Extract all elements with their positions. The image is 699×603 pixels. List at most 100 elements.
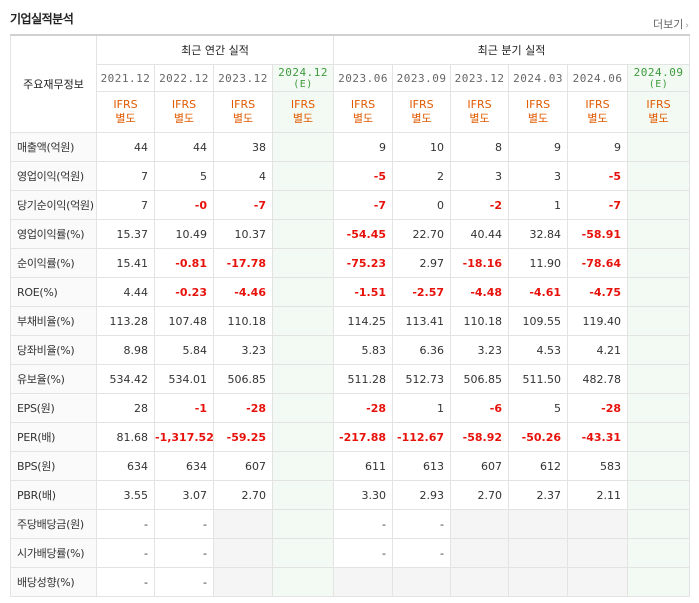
- value-cell: 9: [567, 132, 629, 162]
- value-cell: 10.49: [154, 219, 214, 249]
- ifrs-label: IFRS 별도: [333, 91, 394, 133]
- period-header: 2023.06: [333, 64, 394, 92]
- ifrs-label: IFRS 별도: [567, 91, 629, 133]
- value-cell: -: [392, 509, 452, 539]
- value-cell: 506.85: [450, 364, 510, 394]
- value-cell: 5.84: [154, 335, 214, 365]
- value-cell: [567, 538, 629, 568]
- corner-header: 주요재무정보: [10, 34, 97, 133]
- table-row: BPS(원) 634 634 607 611 613 607 612 583: [10, 451, 691, 481]
- value-cell: -4.48: [450, 277, 510, 307]
- ifrs-scope: 별도: [292, 112, 314, 125]
- value-cell: 8: [450, 132, 510, 162]
- value-cell: -: [96, 567, 155, 597]
- ifrs-scope: 별도: [411, 112, 432, 125]
- value-cell: [271, 219, 335, 249]
- ifrs-standard: IFRS: [409, 98, 434, 111]
- value-cell: -0.23: [154, 277, 214, 307]
- period-header: 2024.06: [567, 64, 629, 92]
- value-cell: 4.53: [508, 335, 569, 365]
- value-cell: 11.90: [508, 248, 569, 278]
- value-cell: 534.01: [154, 364, 214, 394]
- value-cell: 5.83: [333, 335, 394, 365]
- value-cell: -4.75: [567, 277, 629, 307]
- value-cell: [627, 538, 691, 568]
- value-cell: [271, 161, 335, 191]
- quarter-group-header: 최근 분기 실적: [333, 34, 691, 65]
- value-cell: -: [96, 509, 155, 539]
- value-cell: 634: [96, 451, 155, 481]
- value-cell: [271, 567, 335, 597]
- value-cell: -5: [567, 161, 629, 191]
- value-cell: [450, 538, 510, 568]
- row-label: EPS(원): [10, 393, 97, 423]
- value-cell: [213, 538, 273, 568]
- value-cell: -50.26: [508, 422, 569, 452]
- row-label: 부채비율(%): [10, 306, 97, 336]
- value-cell: 4: [213, 161, 273, 191]
- ifrs-label: IFRS 별도: [96, 91, 155, 133]
- value-cell: 110.18: [450, 306, 510, 336]
- period-header: 2023.12: [450, 64, 510, 92]
- ifrs-scope: 별도: [173, 112, 195, 125]
- value-cell: [450, 509, 510, 539]
- value-cell: [508, 509, 569, 539]
- table-row: 매출액(억원) 44 44 38 9 10 8 9 9: [10, 132, 691, 162]
- value-cell: -5: [333, 161, 394, 191]
- value-cell: [627, 219, 691, 249]
- value-cell: -7: [333, 190, 394, 220]
- value-cell: -: [154, 509, 214, 539]
- table-row: 당기순이익(억원) 7 -0 -7 -7 0 -2 1 -7: [10, 190, 691, 220]
- value-cell: 109.55: [508, 306, 569, 336]
- value-cell: [627, 451, 691, 481]
- value-cell: -0: [154, 190, 214, 220]
- value-cell: 107.48: [154, 306, 214, 336]
- value-cell: -58.92: [450, 422, 510, 452]
- value-cell: [627, 190, 691, 220]
- value-cell: -112.67: [392, 422, 452, 452]
- row-label: 영업이익(억원): [10, 161, 97, 191]
- value-cell: -1: [154, 393, 214, 423]
- value-cell: 511.28: [333, 364, 394, 394]
- ifrs-label: IFRS 별도: [154, 91, 214, 133]
- value-cell: 534.42: [96, 364, 155, 394]
- value-cell: [627, 364, 691, 394]
- ifrs-standard: IFRS: [585, 98, 610, 111]
- value-cell: 4.44: [96, 277, 155, 307]
- value-cell: 3.23: [450, 335, 510, 365]
- period-header: 2023.09: [392, 64, 452, 92]
- value-cell: [271, 422, 335, 452]
- ifrs-label: IFRS 별도: [450, 91, 510, 133]
- value-cell: -1,317.52: [154, 422, 214, 452]
- value-cell: 81.68: [96, 422, 155, 452]
- value-cell: 2.70: [450, 480, 510, 510]
- period-header: 2022.12: [154, 64, 214, 92]
- value-cell: -28: [567, 393, 629, 423]
- more-link[interactable]: 더보기 ›: [653, 16, 689, 32]
- value-cell: 38: [213, 132, 273, 162]
- value-cell: 607: [450, 451, 510, 481]
- value-cell: 28: [96, 393, 155, 423]
- value-cell: 40.44: [450, 219, 510, 249]
- row-label: PER(배): [10, 422, 97, 452]
- value-cell: 3.23: [213, 335, 273, 365]
- value-cell: 15.41: [96, 248, 155, 278]
- ifrs-label: IFRS 별도: [508, 91, 569, 133]
- ifrs-standard: IFRS: [646, 98, 671, 111]
- table-row: 당좌비율(%) 8.98 5.84 3.23 5.83 6.36 3.23 4.53 4.21: [10, 335, 691, 365]
- value-cell: -: [154, 567, 214, 597]
- value-cell: [567, 509, 629, 539]
- value-cell: -: [333, 538, 394, 568]
- value-cell: 32.84: [508, 219, 569, 249]
- value-cell: 5: [508, 393, 569, 423]
- value-cell: 3: [508, 161, 569, 191]
- ifrs-standard: IFRS: [290, 98, 316, 111]
- value-cell: -2: [450, 190, 510, 220]
- table-row: EPS(원) 28 -1 -28 -28 1 -6 5 -28: [10, 393, 691, 423]
- value-cell: 506.85: [213, 364, 273, 394]
- value-cell: 2.70: [213, 480, 273, 510]
- value-cell: [627, 509, 691, 539]
- value-cell: [271, 451, 335, 481]
- value-cell: 110.18: [213, 306, 273, 336]
